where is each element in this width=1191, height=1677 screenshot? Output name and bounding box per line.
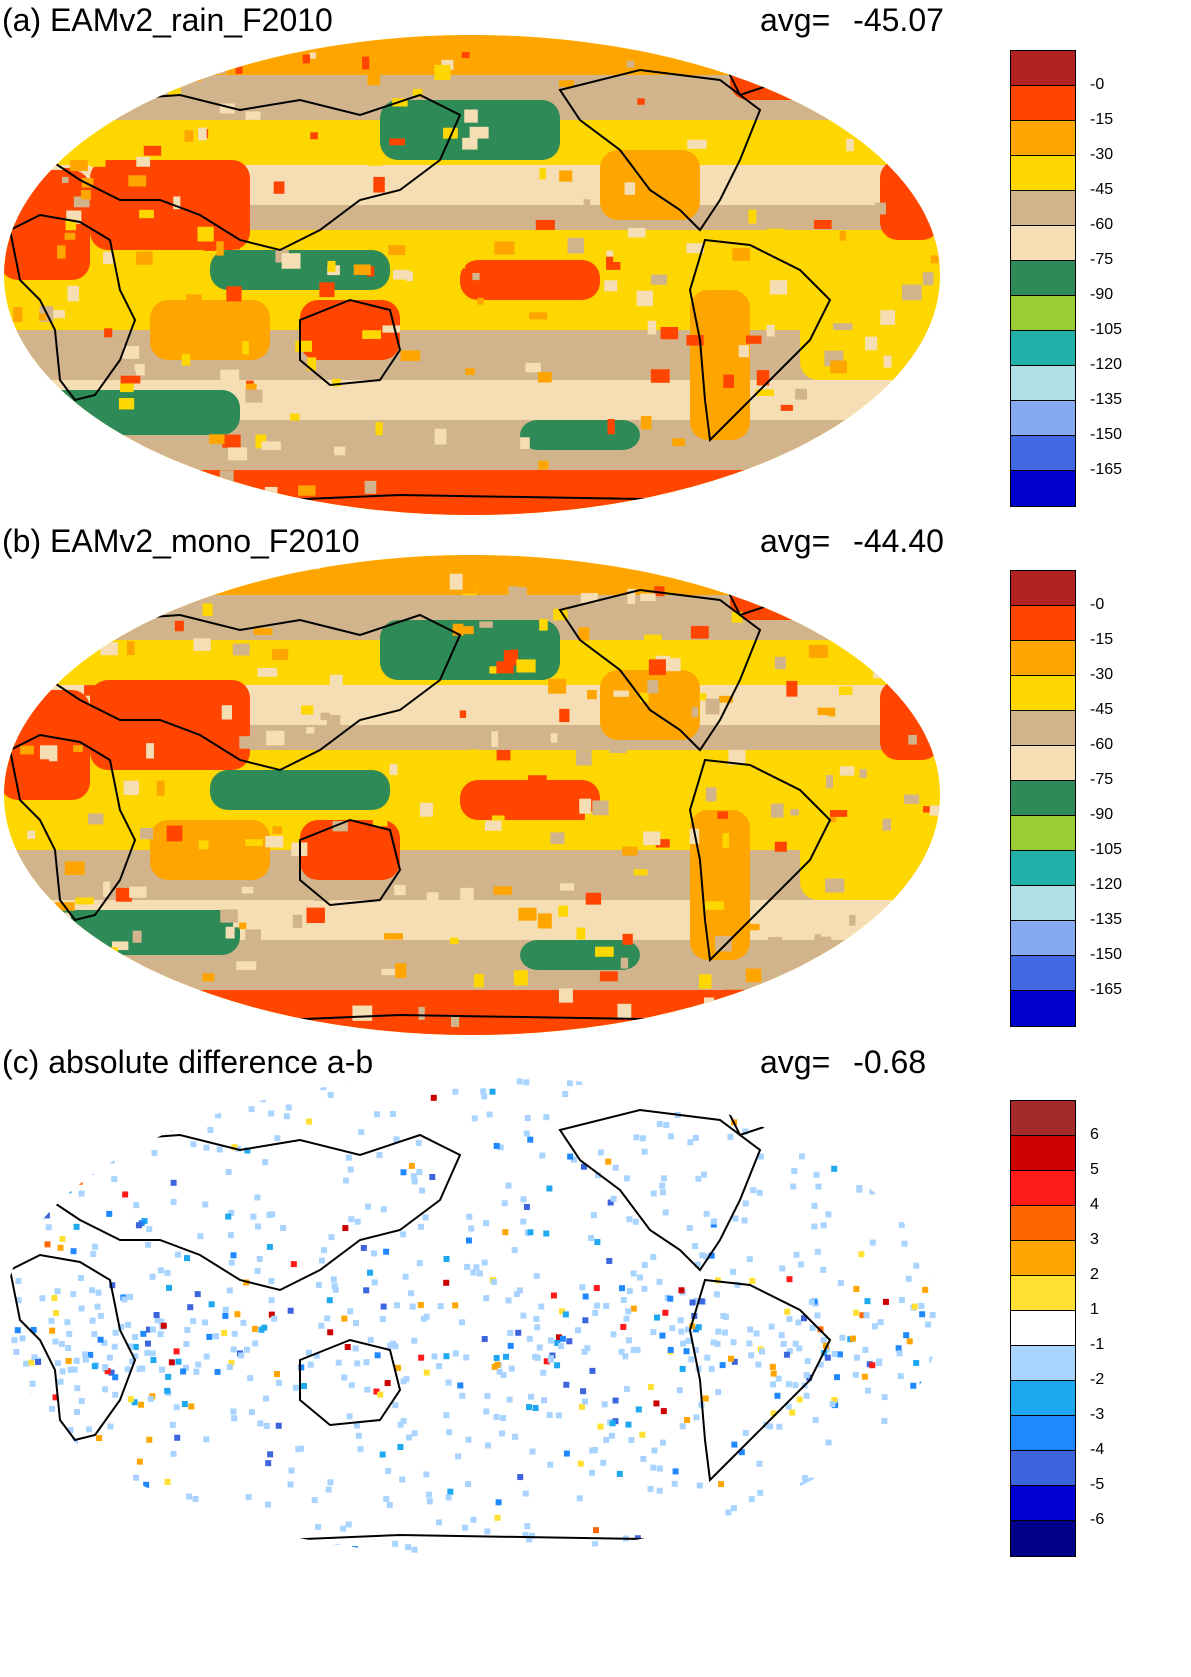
colorbar-box [1011,1521,1075,1556]
colorbar-box [1011,746,1075,781]
colorbar-box [1011,86,1075,121]
colorbar-tick-label: -45 [1090,181,1114,198]
colorbar-box [1011,711,1075,746]
panel-avg: avg= -45.07 [760,2,944,39]
panel-a: (a) EAMv2_rain_F2010 avg= -45.07 -0 -15 -3… [0,0,1191,520]
colorbar-tick-label: -4 [1090,1441,1105,1458]
colorbar-tick-label: -1 [1090,1336,1105,1353]
colorbar-tick-label: -105 [1090,841,1123,858]
colorbar-box [1011,1276,1075,1311]
colorbar-tick-label: -75 [1090,771,1114,788]
colorbar [1010,50,1076,507]
colorbar-tick-label: 3 [1090,1231,1099,1248]
panel-title: (a) EAMv2_rain_F2010 [2,2,333,38]
colorbar-tick-label: -165 [1090,981,1123,998]
colorbar-box [1011,641,1075,676]
colorbar-box [1011,1486,1075,1521]
colorbar-tick-label: -30 [1090,146,1114,163]
colorbar-tick-label: -165 [1090,461,1123,478]
panel-avg: avg= -0.68 [760,1044,926,1081]
panel-avg: avg= -44.40 [760,523,944,560]
panel-c: (c) absolute difference a-b avg= -0.68 6… [0,1040,1191,1677]
colorbar [1010,1100,1076,1557]
colorbar-box [1011,226,1075,261]
panel-b: (b) EAMv2_mono_F2010 avg= -44.40 -0 -15 -3… [0,520,1191,1040]
colorbar-box [1011,1136,1075,1171]
colorbar-box [1011,1101,1075,1136]
colorbar-tick-label: -120 [1090,356,1123,373]
colorbar-box [1011,296,1075,331]
colorbar-tick-label: -45 [1090,701,1114,718]
colorbar-box [1011,851,1075,886]
colorbar-box [1011,1416,1075,1451]
colorbar-tick-label: -120 [1090,876,1123,893]
colorbar-tick-label: -105 [1090,321,1123,338]
colorbar-box [1011,401,1075,436]
colorbar-box [1011,261,1075,296]
colorbar [1010,570,1076,1027]
colorbar-tick-label: -30 [1090,666,1114,683]
colorbar-tick-label: 6 [1090,1126,1099,1143]
avg-value: -44.40 [853,523,944,559]
colorbar-tick-label: -90 [1090,806,1114,823]
colorbar-box [1011,676,1075,711]
colorbar-tick-label: -2 [1090,1371,1105,1388]
colorbar-box [1011,1206,1075,1241]
world-map [4,555,940,1035]
colorbar-box [1011,991,1075,1026]
colorbar-tick-label: -90 [1090,286,1114,303]
colorbar-box [1011,471,1075,506]
panel-title: (b) EAMv2_mono_F2010 [2,523,360,559]
colorbar-box [1011,886,1075,921]
colorbar-tick-label: 5 [1090,1161,1099,1178]
colorbar-box [1011,571,1075,606]
colorbar-box [1011,1311,1075,1346]
avg-label: avg= [760,523,831,559]
avg-value: -45.07 [853,2,944,38]
colorbar-box [1011,816,1075,851]
colorbar-tick-label: -150 [1090,426,1123,443]
colorbar-box [1011,51,1075,86]
colorbar-box [1011,121,1075,156]
colorbar-tick-label: 2 [1090,1266,1099,1283]
colorbar-box [1011,156,1075,191]
colorbar-box [1011,191,1075,226]
colorbar-tick-label: -3 [1090,1406,1105,1423]
colorbar-box [1011,781,1075,816]
colorbar-tick-label: -6 [1090,1511,1105,1528]
colorbar-tick-label: -15 [1090,111,1114,128]
world-map [4,35,940,515]
colorbar-tick-label: -135 [1090,391,1123,408]
colorbar-box [1011,606,1075,641]
colorbar-box [1011,436,1075,471]
colorbar-tick-label: -5 [1090,1476,1105,1493]
colorbar-box [1011,921,1075,956]
colorbar-tick-label: -75 [1090,251,1114,268]
colorbar-tick-label: 1 [1090,1301,1099,1318]
panel-title: (c) absolute difference a-b [2,1044,374,1080]
colorbar-tick-label: -60 [1090,216,1114,233]
colorbar-box [1011,1381,1075,1416]
world-map [4,1075,940,1555]
colorbar-tick-label: -60 [1090,736,1114,753]
colorbar-tick-label: -150 [1090,946,1123,963]
avg-label: avg= [760,1044,831,1080]
colorbar-box [1011,1346,1075,1381]
colorbar-tick-label: -0 [1090,76,1105,93]
avg-value: -0.68 [853,1044,927,1080]
colorbar-box [1011,1241,1075,1276]
colorbar-tick-label: -135 [1090,911,1123,928]
colorbar-box [1011,331,1075,366]
colorbar-tick-label: 4 [1090,1196,1099,1213]
colorbar-box [1011,956,1075,991]
colorbar-box [1011,366,1075,401]
colorbar-box [1011,1451,1075,1486]
avg-label: avg= [760,2,831,38]
colorbar-tick-label: -0 [1090,596,1105,613]
colorbar-tick-label: -15 [1090,631,1114,648]
colorbar-box [1011,1171,1075,1206]
